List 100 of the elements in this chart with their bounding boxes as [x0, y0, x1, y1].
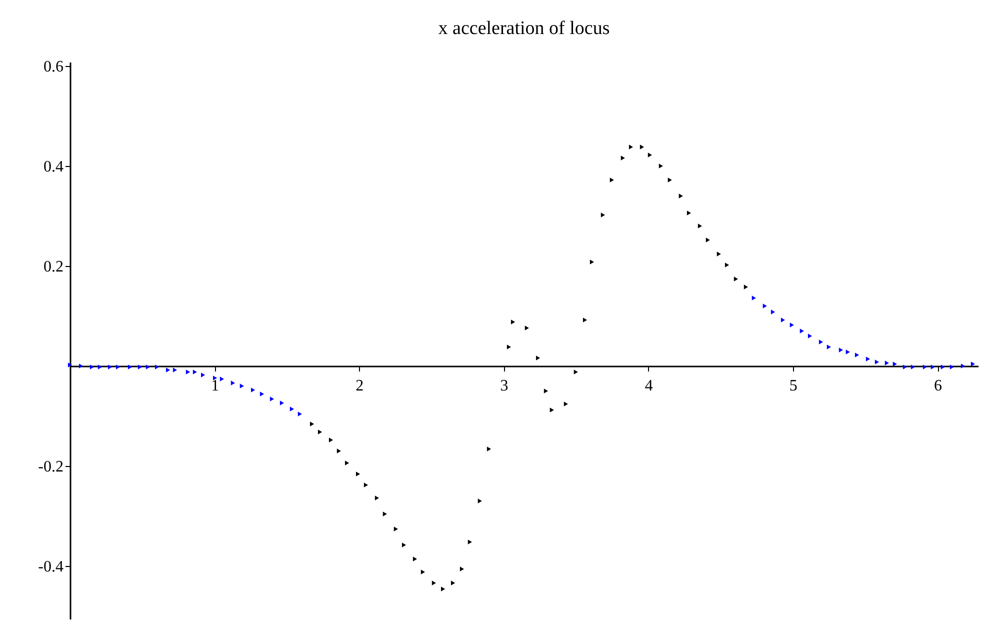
point: [582, 318, 588, 322]
point: [356, 472, 360, 476]
point: [884, 360, 889, 366]
point: [486, 446, 492, 452]
point: [668, 178, 672, 182]
point: [648, 152, 652, 158]
point: [374, 496, 379, 500]
point: [328, 438, 334, 442]
point: [752, 296, 756, 300]
point: [780, 318, 785, 322]
point: [564, 402, 568, 406]
x-tick-label: 4: [644, 378, 653, 394]
point: [212, 376, 218, 380]
point: [744, 284, 748, 290]
point: [172, 368, 177, 372]
point: [854, 352, 860, 358]
point: [98, 364, 102, 370]
point: [68, 362, 72, 368]
point: [902, 364, 908, 370]
point: [770, 310, 776, 314]
point: [478, 498, 482, 504]
x-tick-label: 6: [934, 378, 942, 394]
point: [724, 262, 730, 268]
point: [706, 238, 710, 242]
point: [922, 364, 927, 370]
point: [192, 370, 197, 374]
y-tick-label: 0.4: [44, 158, 64, 176]
point: [960, 364, 965, 368]
point: [251, 388, 256, 392]
point: [441, 586, 446, 592]
point: [610, 178, 614, 182]
point: [524, 326, 529, 330]
point: [344, 460, 350, 466]
point: [600, 212, 605, 218]
point: [318, 430, 322, 434]
point: [90, 364, 94, 370]
point: [450, 580, 456, 586]
point: [138, 364, 142, 370]
point: [128, 364, 132, 370]
point: [220, 376, 224, 382]
y-tick-label: 0.6: [44, 58, 64, 76]
point: [800, 328, 804, 334]
point: [280, 400, 284, 406]
point: [698, 224, 702, 228]
chart-title: x acceleration of locus: [438, 18, 610, 39]
point: [658, 164, 663, 168]
point: [200, 372, 206, 378]
point: [838, 348, 843, 352]
point: [146, 364, 150, 370]
point: [620, 156, 625, 160]
point: [790, 322, 794, 328]
x-tick-label: 3: [500, 378, 508, 394]
point: [734, 276, 738, 282]
point: [240, 384, 244, 388]
point: [394, 526, 398, 532]
point: [686, 210, 692, 216]
point: [826, 344, 831, 350]
point: [432, 580, 436, 586]
point: [116, 364, 120, 370]
point: [108, 364, 112, 370]
point: [510, 320, 516, 324]
point: [544, 388, 548, 394]
point: [536, 356, 540, 360]
point: [230, 380, 235, 386]
point: [468, 540, 472, 544]
point: [818, 340, 824, 344]
point: [290, 406, 294, 412]
point: [402, 542, 406, 548]
point: [155, 364, 160, 370]
x-tick-label: 2: [356, 378, 364, 394]
point: [930, 364, 935, 370]
point: [808, 334, 812, 338]
point: [310, 422, 314, 426]
point: [970, 362, 975, 366]
point: [874, 360, 879, 364]
point: [910, 364, 915, 370]
x-tick-label: 1: [211, 378, 220, 394]
point: [716, 252, 721, 256]
y-tick-label: 0.2: [44, 258, 64, 276]
point: [382, 512, 387, 516]
point: [270, 396, 274, 402]
point: [260, 392, 264, 396]
point: [950, 364, 954, 370]
point: [336, 448, 341, 454]
point: [590, 260, 594, 264]
point: [412, 556, 418, 562]
point: [364, 482, 368, 488]
point: [574, 370, 578, 374]
point: [460, 566, 464, 572]
x-tick-label: 5: [789, 378, 798, 394]
point: [506, 344, 511, 350]
point: [640, 144, 644, 150]
point: [866, 356, 870, 362]
point: [78, 364, 84, 368]
point: [186, 370, 190, 374]
point: [628, 144, 634, 150]
y-tick-label: -0.4: [38, 558, 64, 576]
point: [166, 368, 170, 372]
point: [298, 412, 302, 416]
y-tick-label: -0.2: [38, 458, 64, 476]
